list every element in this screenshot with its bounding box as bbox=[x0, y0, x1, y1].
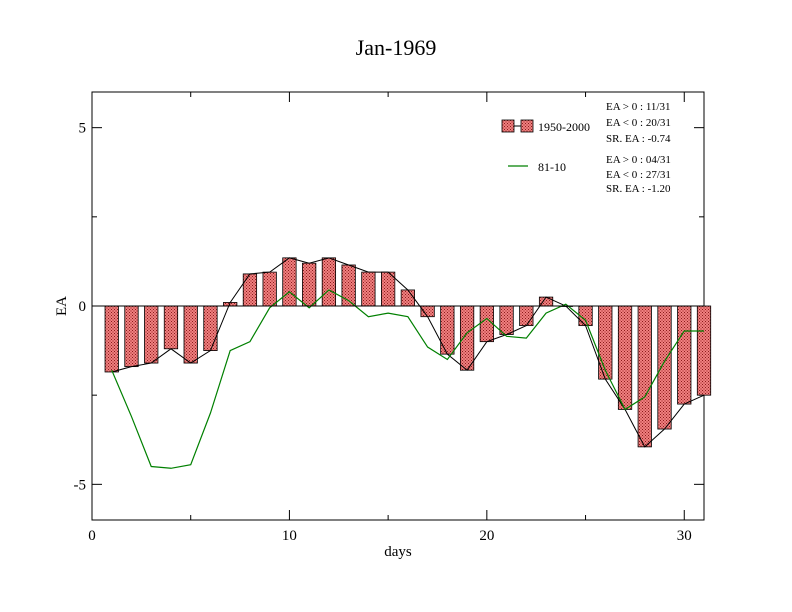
chart-title: Jan-1969 bbox=[356, 35, 437, 60]
bar-day-20 bbox=[479, 305, 494, 343]
bar-day-1 bbox=[104, 305, 119, 373]
bar-series-outline bbox=[111, 257, 705, 448]
bar-day-15 bbox=[381, 271, 396, 307]
bar-day-22 bbox=[519, 305, 534, 327]
y-axis-label: EA bbox=[54, 296, 70, 316]
stat-sr-ea-1950-2000: SR. EA : -0.74 bbox=[606, 133, 671, 145]
x-axis-label: days bbox=[384, 544, 412, 560]
bar-day-31 bbox=[696, 305, 712, 396]
bar-day-17 bbox=[420, 305, 435, 318]
axis-tick-labels: 0 10 20 30 -5 0 5 bbox=[74, 121, 692, 544]
bar-day-19 bbox=[459, 305, 475, 371]
stat-ea-negative-81-10: EA < 0 : 27/31 bbox=[606, 169, 671, 181]
y-tick-label: 0 bbox=[79, 299, 87, 315]
legend-label-1950-2000: 1950-2000 bbox=[538, 120, 590, 134]
bar-day-3 bbox=[144, 305, 159, 364]
y-tick-label: -5 bbox=[74, 477, 87, 493]
bar-day-5 bbox=[183, 305, 198, 364]
bar-day-11 bbox=[302, 262, 317, 307]
bar-day-30 bbox=[677, 305, 692, 405]
bar-day-8 bbox=[242, 273, 258, 307]
stat-ea-positive-1950-2000: EA > 0 : 11/31 bbox=[606, 101, 670, 113]
bar-day-9 bbox=[262, 271, 277, 307]
stats-81-10: EA > 0 : 04/31 EA < 0 : 27/31 SR. EA : -… bbox=[606, 154, 671, 195]
stats-1950-2000: EA > 0 : 11/31 EA < 0 : 20/31 SR. EA : -… bbox=[606, 101, 671, 145]
x-tick-label: 30 bbox=[677, 528, 692, 544]
bar-day-29 bbox=[657, 305, 672, 430]
plot-area bbox=[91, 91, 712, 521]
bar-day-6 bbox=[203, 305, 218, 351]
legend-label-81-10: 81-10 bbox=[538, 160, 566, 174]
bar-day-16 bbox=[400, 289, 415, 307]
stat-ea-negative-1950-2000: EA < 0 : 20/31 bbox=[606, 117, 671, 129]
bar-day-2 bbox=[124, 305, 139, 368]
bar-day-4 bbox=[163, 305, 179, 350]
line-series bbox=[111, 289, 704, 469]
bar-day-10 bbox=[282, 257, 297, 307]
bar-day-13 bbox=[341, 264, 356, 307]
bar-day-18 bbox=[440, 305, 455, 355]
legend-bar-swatch-right bbox=[520, 119, 534, 133]
y-tick-label: 5 bbox=[79, 121, 87, 137]
x-tick-label: 0 bbox=[88, 528, 96, 544]
legend-item-1950-2000: 1950-2000 bbox=[501, 119, 590, 134]
legend-bar-swatch-left bbox=[501, 119, 515, 133]
bar-day-26 bbox=[598, 305, 613, 380]
legend-item-81-10: 81-10 bbox=[508, 160, 566, 174]
bar-day-12 bbox=[321, 257, 337, 307]
stat-sr-ea-81-10: SR. EA : -1.20 bbox=[606, 183, 671, 195]
x-tick-label: 10 bbox=[282, 528, 297, 544]
bar-day-27 bbox=[617, 305, 633, 410]
legend: 1950-2000 81-10 EA > 0 : 11/31 EA < 0 : … bbox=[501, 101, 671, 195]
bar-day-21 bbox=[499, 305, 514, 335]
bar-day-14 bbox=[361, 271, 376, 307]
axis-ticks bbox=[91, 92, 704, 520]
stat-ea-positive-81-10: EA > 0 : 04/31 bbox=[606, 154, 671, 166]
bar-series bbox=[104, 257, 712, 448]
bar-day-28 bbox=[637, 305, 652, 448]
x-tick-label: 20 bbox=[479, 528, 494, 544]
